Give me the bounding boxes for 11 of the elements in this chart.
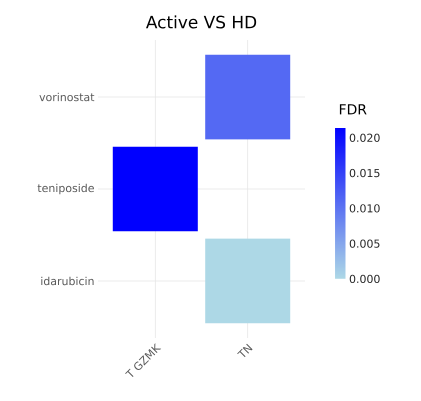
chart-title: Active VS HD [146, 15, 256, 28]
color-bar-label: 0.000 [350, 274, 380, 284]
y-tick-label: teniposide [38, 184, 94, 194]
color-bar-label: 0.005 [350, 239, 380, 248]
color-bar-label: 0.010 [350, 204, 380, 212]
color-bar-label: 0.015 [350, 168, 380, 178]
y-tick-label: idarubicin [41, 276, 94, 286]
color-bar-title: FDR [340, 104, 367, 114]
x-tick-label: TN [237, 344, 253, 358]
color-bar-label: 0.020 [350, 134, 380, 142]
y-tick-label: vorinostat [39, 92, 94, 102]
